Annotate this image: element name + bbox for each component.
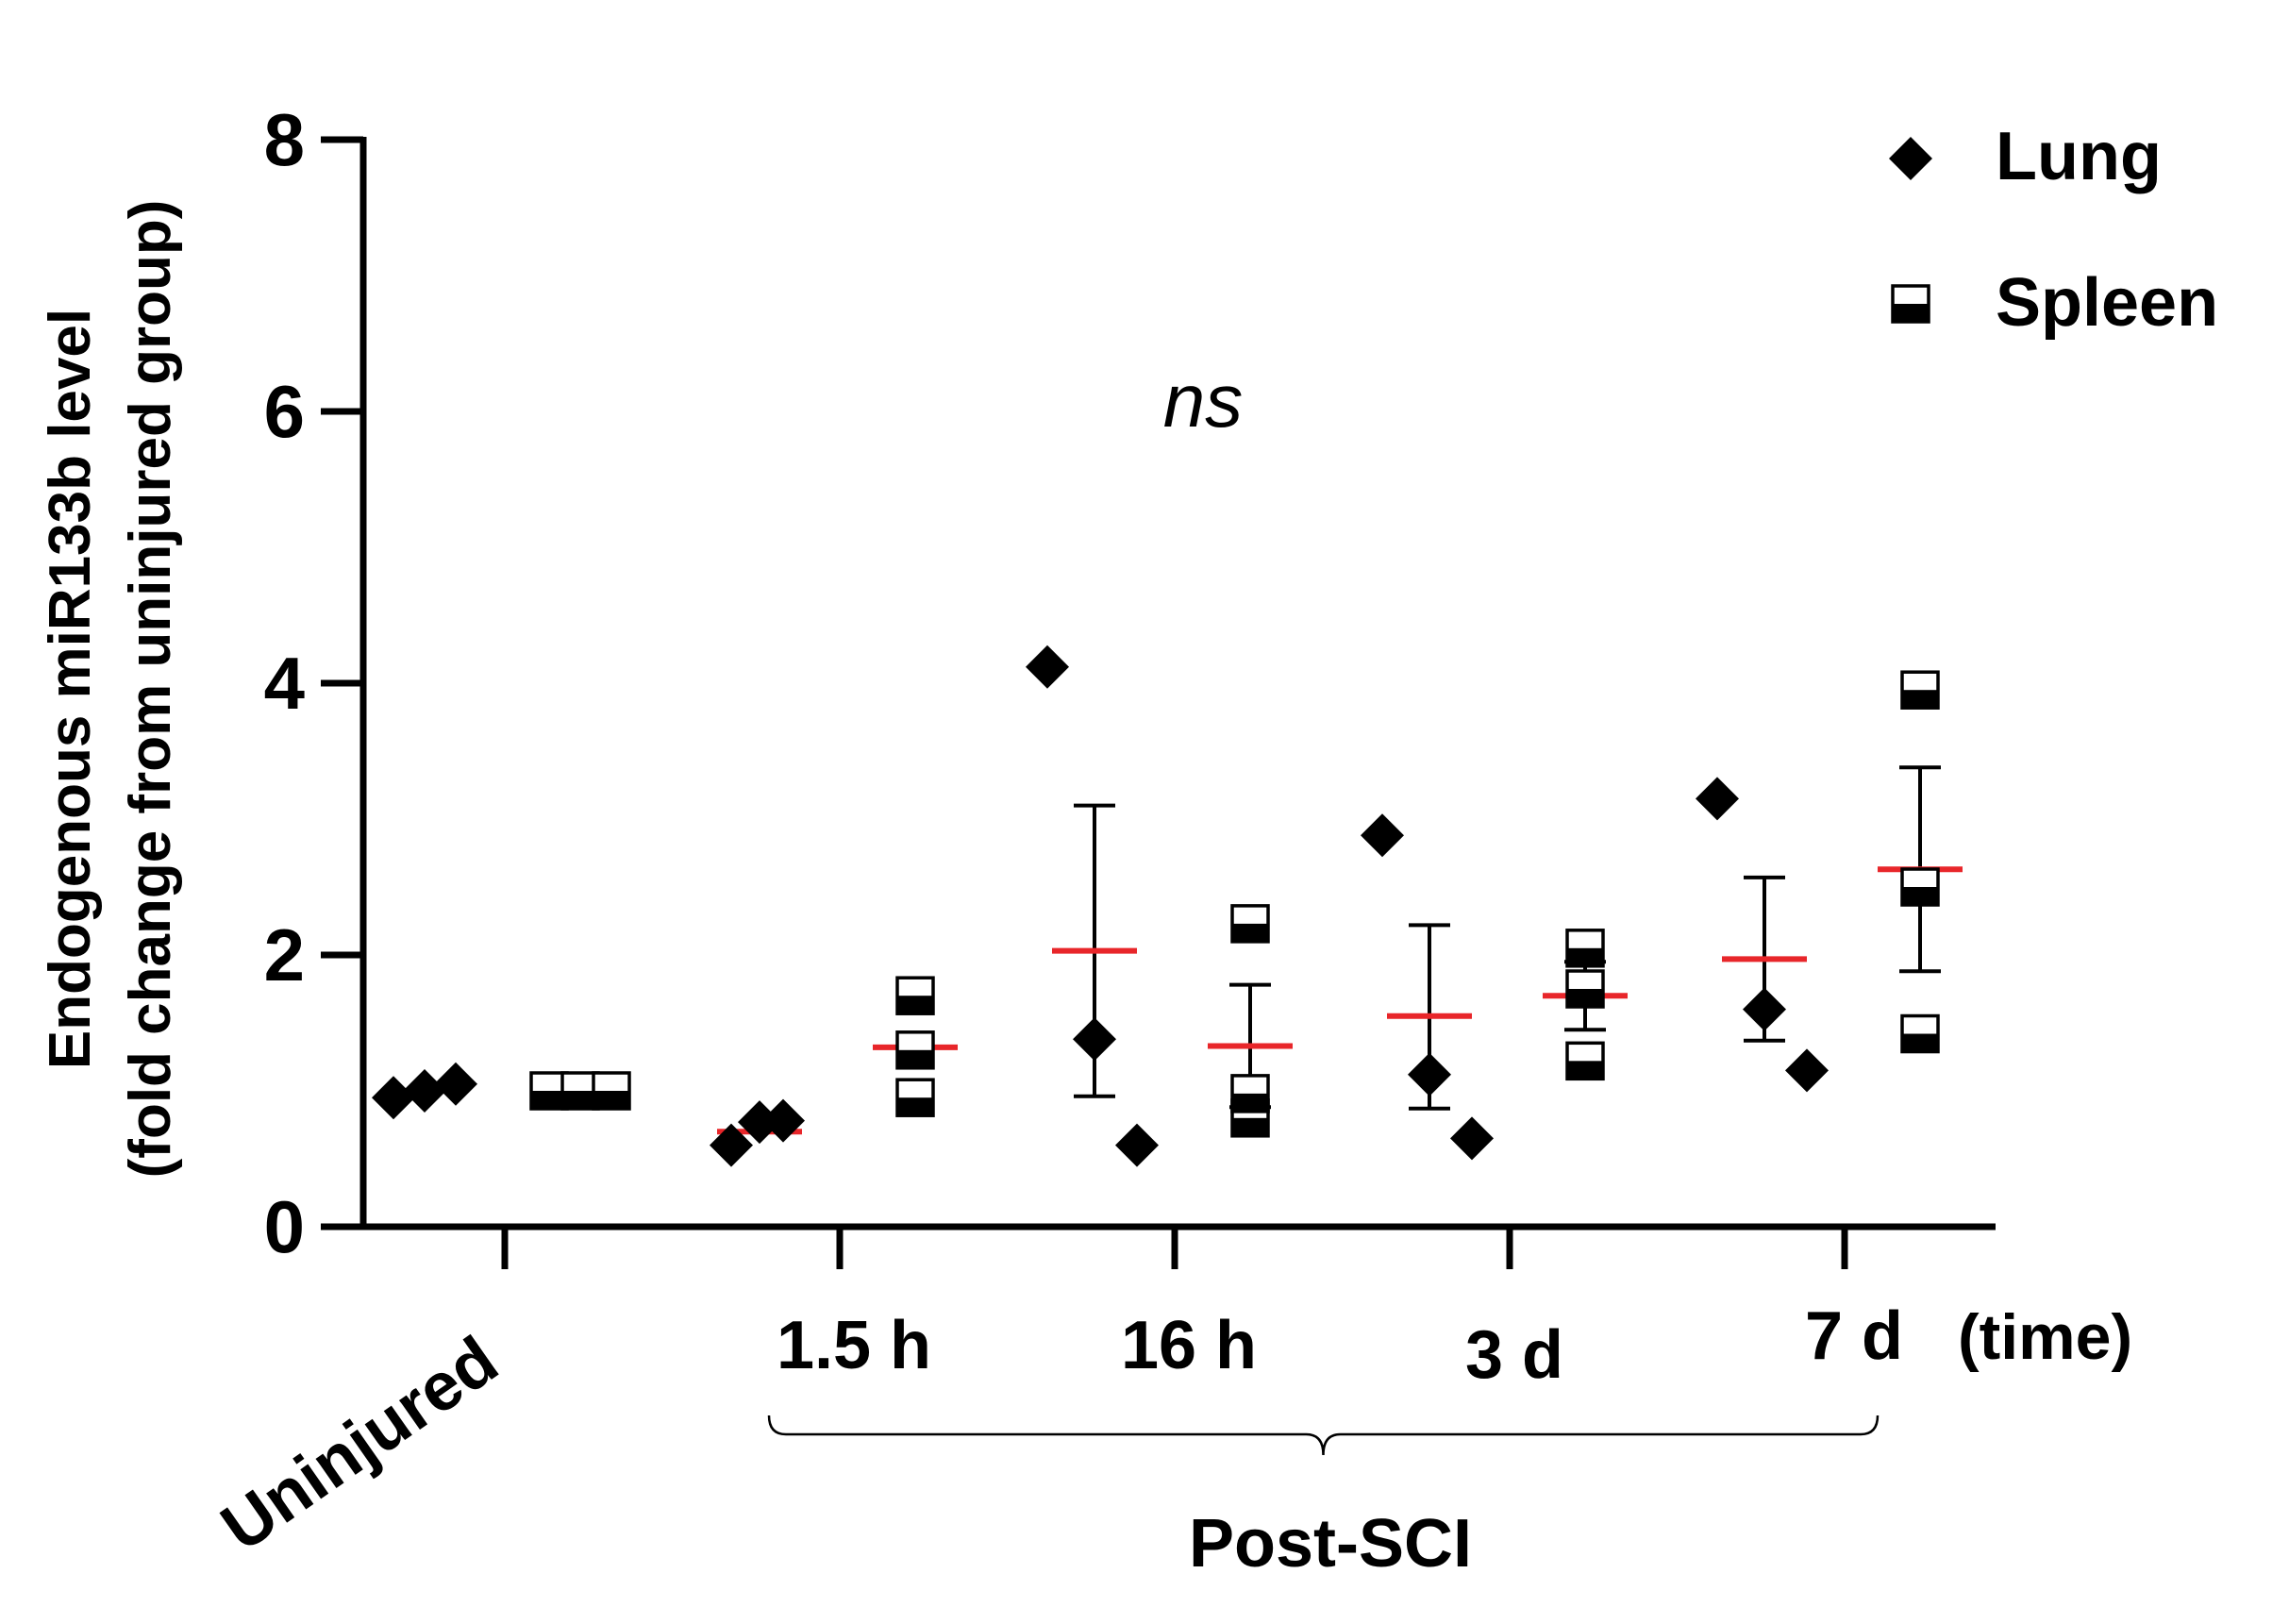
data-point-spleen	[1565, 969, 1605, 1009]
marker-fill	[1902, 1033, 1938, 1052]
y-axis-title-line1: Endogenous miR133b level	[38, 309, 103, 1069]
marker-fill	[1893, 304, 1929, 322]
marker-fill	[1232, 923, 1268, 942]
x-tick-label: 1.5 h	[777, 1308, 931, 1383]
y-tick-label: 0	[264, 1185, 305, 1268]
marker-fill	[897, 1049, 933, 1068]
marker-fill	[1567, 989, 1603, 1007]
data-point-spleen	[1900, 867, 1940, 907]
marker-fill	[593, 1091, 629, 1109]
data-point-lung	[1696, 777, 1739, 821]
data-point-spleen	[895, 1078, 935, 1117]
marker-fill	[1567, 1061, 1603, 1080]
data-point-spleen	[1565, 1041, 1605, 1081]
marker-fill	[1902, 690, 1938, 709]
data-point-lung	[710, 1123, 753, 1167]
data-point-spleen	[1565, 929, 1605, 968]
data-point-lung	[1450, 1116, 1494, 1161]
data-point-spleen	[895, 1030, 935, 1070]
legend: Lung Spleen	[1889, 119, 2218, 341]
data-point-lung	[1026, 645, 1069, 689]
data-point-lung	[1073, 1017, 1116, 1062]
data-point-lung	[1785, 1048, 1829, 1093]
data-point-lung	[1743, 987, 1786, 1031]
data-point-lung	[738, 1100, 781, 1145]
x-tick-label: 7 d	[1805, 1298, 1903, 1374]
data-point-lung	[434, 1062, 477, 1106]
y-tick-label: 8	[264, 98, 305, 181]
marker-fill	[1232, 1093, 1268, 1112]
data-point-spleen	[1900, 1013, 1940, 1054]
x-tick-label: 16 h	[1121, 1308, 1257, 1383]
marks	[372, 645, 1963, 1167]
data-point-spleen	[1900, 670, 1940, 710]
legend-marker-lung	[1889, 137, 1932, 180]
post-sci-label: Post-SCI	[1189, 1506, 1472, 1582]
marker-fill	[562, 1091, 598, 1109]
y-tick-label: 4	[264, 642, 305, 725]
marker-fill	[531, 1091, 567, 1109]
marker-fill	[897, 1097, 933, 1116]
marker-fill	[1902, 887, 1938, 905]
data-point-spleen	[1230, 904, 1270, 944]
y-tick-label: 2	[264, 913, 305, 996]
data-point-lung	[403, 1069, 446, 1113]
axes: 0 2 4 6 8 Uninjured 1.5 h 16 h 3 d 7 d	[209, 98, 1996, 1565]
legend-label-spleen: Spleen	[1996, 265, 2218, 341]
data-point-spleen	[895, 976, 935, 1015]
data-point-lung	[372, 1076, 415, 1120]
data-point-spleen	[1230, 1074, 1270, 1113]
marker-fill	[897, 996, 933, 1014]
x-tick-label: Uninjured	[209, 1322, 511, 1565]
data-point-lung	[1361, 813, 1404, 858]
legend-label-lung: Lung	[1996, 119, 2162, 194]
x-tick-label: 3 d	[1465, 1317, 1563, 1393]
y-tick-label: 6	[264, 370, 305, 453]
legend-marker-spleen	[1891, 284, 1930, 324]
post-sci-bracket	[767, 1415, 1880, 1456]
marker-fill	[1232, 1117, 1268, 1136]
data-point-spleen	[592, 1071, 631, 1111]
data-point-lung	[1408, 1052, 1451, 1097]
data-point-lung	[761, 1098, 805, 1143]
x-axis-time-label: (time)	[1958, 1301, 2132, 1373]
data-point-lung	[1115, 1123, 1159, 1167]
marker-fill	[1567, 947, 1603, 966]
y-axis-title-line2: (fold change from uninjured group)	[118, 200, 183, 1179]
ns-annotation: ns	[1163, 359, 1244, 443]
